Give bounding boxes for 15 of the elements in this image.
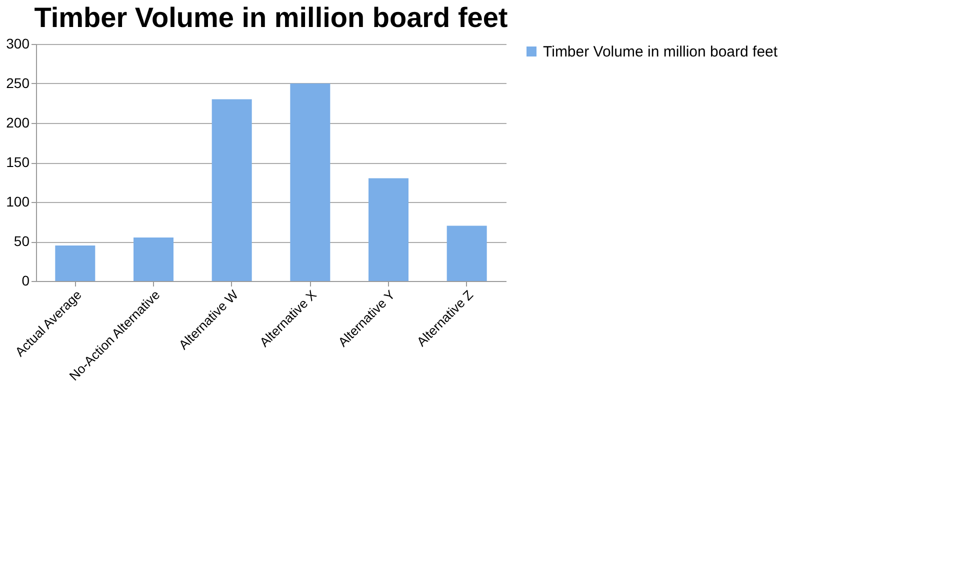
y-tick-label: 150 bbox=[6, 154, 30, 170]
bar bbox=[55, 245, 96, 281]
y-tick-label: 50 bbox=[14, 233, 30, 249]
y-tick-label: 0 bbox=[22, 272, 30, 288]
bar bbox=[290, 84, 330, 281]
y-tick-label: 250 bbox=[6, 75, 30, 91]
chart-title: Timber Volume in million board feet bbox=[34, 2, 508, 33]
bar bbox=[446, 226, 487, 281]
y-tick-label: 100 bbox=[6, 194, 30, 210]
bar bbox=[134, 238, 174, 281]
y-tick-label: 300 bbox=[6, 36, 30, 52]
legend-label: Timber Volume in million board feet bbox=[543, 44, 778, 60]
bar bbox=[212, 99, 252, 281]
bar bbox=[368, 178, 408, 281]
y-tick-label: 200 bbox=[6, 114, 30, 130]
